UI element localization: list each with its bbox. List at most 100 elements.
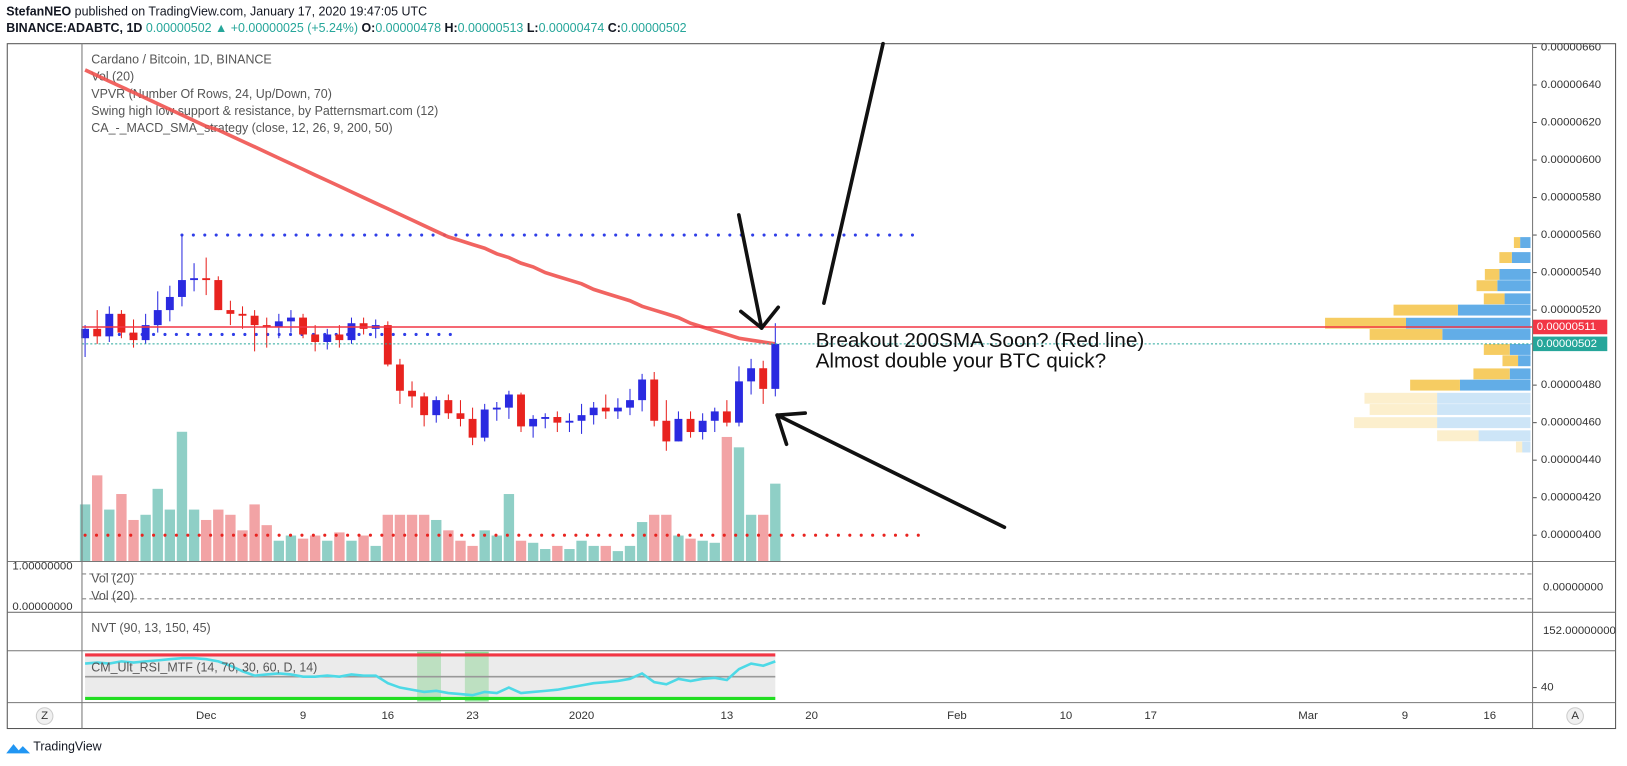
vpvr-down xyxy=(1354,417,1438,429)
toolbar-right[interactable]: A xyxy=(1571,710,1579,722)
volume-bar xyxy=(770,483,781,562)
vpvr-down xyxy=(1437,430,1479,442)
volume-bar xyxy=(721,436,733,562)
candle-body xyxy=(432,400,441,416)
volume-bar xyxy=(758,514,769,562)
toolbar-left[interactable]: Z xyxy=(41,710,48,722)
vpvr-up xyxy=(1437,417,1531,429)
candle-body xyxy=(129,332,138,341)
candle-body xyxy=(286,317,295,322)
candle-body xyxy=(190,278,199,281)
volume-bar xyxy=(745,514,757,562)
candle-body xyxy=(662,420,671,442)
arrow-head xyxy=(775,411,808,417)
pane-label: Vol (20) xyxy=(91,589,134,603)
vpvr-down xyxy=(1325,317,1406,329)
vpvr-up xyxy=(1520,237,1531,248)
price-label-box xyxy=(1532,319,1608,335)
pane-tick-label: 0.00000000 xyxy=(12,601,72,613)
candle-body xyxy=(226,310,235,314)
volume-bar xyxy=(649,514,660,562)
y-tick-label: 0.00000520 xyxy=(1541,304,1601,316)
vpvr-up xyxy=(1522,441,1531,453)
symbol: BINANCE:ADABTC, 1D xyxy=(6,21,142,35)
vpvr-up xyxy=(1457,304,1531,316)
candle-body xyxy=(480,409,489,438)
volume-bar xyxy=(358,535,369,562)
annotation: Almost double your BTC quick? xyxy=(816,350,1107,373)
x-tick-label: 16 xyxy=(1483,710,1496,722)
legend-entry: VPVR (Number Of Rows, 24, Up/Down, 70) xyxy=(91,87,332,101)
y-tick-label: 0.00000420 xyxy=(1541,492,1601,504)
volume-bar xyxy=(237,530,248,562)
candle-body xyxy=(565,420,574,423)
volume-bar xyxy=(164,509,176,562)
pane-tick-label: 1.00000000 xyxy=(12,561,72,573)
candle-body xyxy=(541,417,550,419)
candle-body xyxy=(589,407,598,416)
quote-line: BINANCE:ADABTC, 1D 0.00000502 ▲ +0.00000… xyxy=(6,21,686,35)
vpvr-down xyxy=(1369,329,1443,340)
candle-body xyxy=(117,313,126,333)
vpvr-down xyxy=(1515,441,1523,453)
volume-bar xyxy=(152,488,163,562)
arrow xyxy=(736,213,764,330)
vpvr-down xyxy=(1364,392,1438,404)
x-tick-label: 16 xyxy=(381,710,394,722)
y-tick-label: 0.00000660 xyxy=(1541,41,1601,53)
x-tick-label: 20 xyxy=(805,710,818,722)
candle-body xyxy=(165,296,174,311)
volume-bar xyxy=(128,519,139,562)
volume-bar xyxy=(612,551,624,562)
volume-bar xyxy=(443,530,454,562)
vpvr-up xyxy=(1437,404,1531,415)
vpvr-down xyxy=(1484,268,1500,280)
candle-body xyxy=(553,417,562,423)
volume-bar xyxy=(467,545,478,562)
candle-body xyxy=(347,323,356,341)
y-tick-label: 0.00000560 xyxy=(1541,229,1601,241)
candle-body xyxy=(323,334,332,342)
vpvr-up xyxy=(1478,430,1531,442)
plot-area: 0.00000400 0.00000420 0.00000440 0.00000460… xyxy=(79,41,1608,722)
vpvr-up xyxy=(1504,293,1531,305)
legend-entry: Cardano / Bitcoin, 1D, BINANCE xyxy=(91,53,271,67)
volume-bar xyxy=(503,494,515,562)
candle-body xyxy=(299,317,307,335)
volume-bar xyxy=(370,545,381,562)
vpvr-up xyxy=(1405,317,1531,329)
candle-body xyxy=(517,394,525,427)
volume-bar xyxy=(431,519,442,562)
candle-body xyxy=(105,313,114,337)
candle-body xyxy=(759,368,768,389)
volume-bar xyxy=(213,509,224,562)
toolbar-button[interactable] xyxy=(1566,707,1584,725)
candle-body xyxy=(650,379,659,421)
last: 0.00000502 xyxy=(146,21,212,35)
arrow xyxy=(822,41,885,305)
volume-bar xyxy=(709,542,720,562)
author: StefanNEO xyxy=(6,5,71,19)
toolbar-button[interactable] xyxy=(35,707,54,725)
volume-bar xyxy=(600,545,611,562)
vpvr-up xyxy=(1437,392,1531,404)
legend-entry: Vol (20) xyxy=(91,70,134,84)
vpvr-up xyxy=(1511,252,1531,264)
candle-body xyxy=(383,325,392,365)
candle-body xyxy=(747,368,756,382)
h-label: H: xyxy=(445,21,458,35)
vpvr-down xyxy=(1410,379,1460,391)
volume-bar xyxy=(406,514,418,562)
vpvr-down xyxy=(1499,252,1512,264)
x-tick-label: 9 xyxy=(1402,710,1408,722)
vpvr-down xyxy=(1369,404,1438,415)
volume-bar xyxy=(552,545,563,562)
h: 0.00000513 xyxy=(458,21,524,35)
candle-body xyxy=(444,400,453,414)
annotation: Breakout 200SMA Soon? (Red line) xyxy=(816,329,1145,352)
volume-bar xyxy=(540,549,551,562)
sma-line xyxy=(84,68,776,346)
candle-body xyxy=(202,278,211,281)
